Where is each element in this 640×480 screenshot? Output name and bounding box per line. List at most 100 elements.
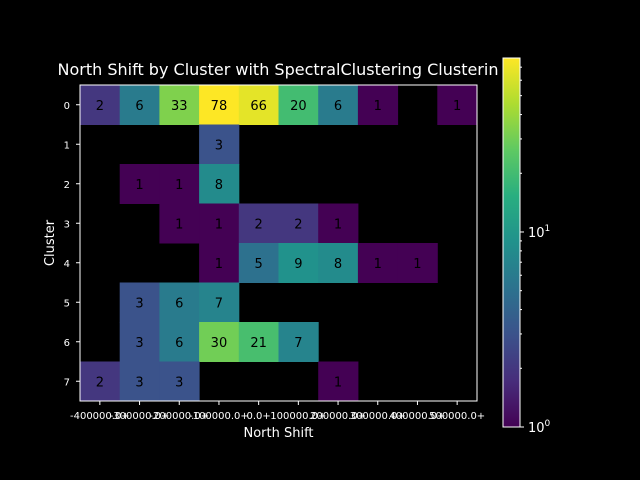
colorbar-tick-label: 101	[528, 224, 550, 241]
plot-frame	[79, 84, 478, 402]
cell-value-labels: 2 6 33 78 66 20 6 1 131 1 81 1 2 2 11 5 9 8 1 13 6 73 6 30 21 72 3…	[96, 99, 462, 391]
heatmap-cell	[318, 203, 359, 244]
cell-value-label: 78	[211, 99, 228, 114]
cell-value-label: 3	[175, 375, 183, 390]
y-tick-label: 1	[64, 140, 70, 151]
cell-value-label: 1	[374, 99, 382, 114]
y-tick-label: 5	[64, 298, 70, 309]
heatmap-cell	[318, 243, 359, 283]
y-tick-label: 0	[64, 101, 70, 112]
y-tick-label: 2	[64, 180, 70, 191]
heatmap-cell	[80, 361, 121, 402]
heatmap-cell	[119, 85, 160, 125]
cell-value-label: 1	[413, 257, 421, 272]
x-tick-label: 200000.0+	[310, 411, 366, 422]
x-tick-label: -100000.0+	[189, 411, 249, 422]
cell-value-label: 3	[135, 375, 143, 390]
cell-value-label: 1	[175, 217, 183, 232]
heatmap-cell	[119, 282, 160, 323]
heatmap-cell	[199, 243, 240, 283]
y-tick-label: 4	[64, 259, 70, 270]
cell-value-label: 1	[215, 217, 223, 232]
x-tick-label: 0.0+	[247, 411, 271, 422]
cell-value-label: 2	[255, 217, 263, 232]
x-axis-ticks: -400000.0+-300000.0+-200000.0+-100000.0+…	[70, 401, 485, 422]
heatmap-cell	[318, 361, 359, 402]
heatmap-cell	[159, 85, 200, 125]
heatmap-cell	[159, 322, 200, 362]
cell-value-label: 3	[215, 138, 223, 153]
heatmap-cell	[80, 85, 121, 125]
heatmap-cell	[159, 203, 200, 244]
heatmap-cell	[397, 243, 438, 283]
cell-value-label: 1	[175, 178, 183, 193]
colorbar-ticks: 100 101	[520, 66, 551, 436]
cell-value-label: 30	[211, 336, 228, 351]
cell-value-label: 20	[290, 99, 307, 114]
x-tick-label: -400000.0+	[70, 411, 130, 422]
x-tick-label: -200000.0+	[149, 411, 209, 422]
cell-value-label: 3	[135, 296, 143, 311]
cell-value-label: 33	[171, 99, 188, 114]
cell-value-label: 21	[250, 336, 267, 351]
heatmap-cell	[238, 322, 279, 362]
heatmap-cell	[159, 282, 200, 323]
heatmap-cell	[278, 85, 319, 125]
y-axis-label: Cluster	[43, 219, 58, 266]
colorbar-tick-label: 100	[528, 419, 551, 436]
heatmap-cells	[80, 85, 478, 402]
y-tick-label: 7	[64, 377, 70, 388]
cell-value-label: 6	[175, 296, 183, 311]
cell-value-label: 6	[135, 99, 143, 114]
cell-value-label: 2	[294, 217, 302, 232]
colorbar	[502, 57, 521, 428]
y-axis-ticks: 0 1 2 3 4 5 6 7	[64, 101, 80, 388]
heatmap-cell	[159, 164, 200, 204]
cell-value-label: 1	[453, 99, 461, 114]
cell-value-label: 2	[96, 99, 104, 114]
x-tick-label: 300000.0+	[350, 411, 406, 422]
heatmap-cell	[437, 85, 478, 125]
cell-value-label: 8	[215, 178, 223, 193]
cell-value-label: 8	[334, 257, 342, 272]
heatmap-cell	[159, 361, 200, 402]
cell-value-label: 1	[374, 257, 382, 272]
heatmap-cell	[199, 203, 240, 244]
cell-value-label: 9	[294, 257, 302, 272]
heatmap-cell	[199, 85, 240, 125]
cell-value-label: 6	[334, 99, 342, 114]
cell-value-label: 7	[294, 336, 302, 351]
cell-value-label: 7	[215, 296, 223, 311]
cell-value-label: 3	[135, 336, 143, 351]
heatmap-cell	[357, 243, 399, 283]
heatmap-cell	[199, 322, 240, 362]
x-tick-label: -300000.0+	[110, 411, 170, 422]
heatmap-cell	[357, 85, 399, 125]
chart-title: North Shift by Cluster with SpectralClus…	[58, 60, 499, 79]
cell-value-label: 1	[215, 257, 223, 272]
heatmap-cell	[199, 282, 240, 323]
heatmap-cell	[238, 243, 279, 283]
cell-value-label: 2	[96, 375, 104, 390]
heatmap-cell	[278, 203, 319, 244]
x-tick-label: 100000.0+	[270, 411, 326, 422]
cell-value-label: 1	[334, 375, 342, 390]
x-axis-label: North Shift	[243, 426, 313, 441]
heatmap-cell	[199, 124, 240, 165]
heatmap-cell	[119, 361, 160, 402]
cell-value-label: 5	[255, 257, 263, 272]
y-tick-label: 3	[64, 219, 70, 230]
heatmap-cell	[318, 85, 359, 125]
heatmap-cell	[238, 85, 279, 125]
x-tick-label: 500000.0+	[429, 411, 485, 422]
heatmap-cell	[119, 322, 160, 362]
y-tick-label: 6	[64, 338, 70, 349]
heatmap-cell	[199, 164, 240, 204]
heatmap-cell	[278, 243, 319, 283]
cell-value-label: 1	[334, 217, 342, 232]
heatmap-cell	[238, 203, 279, 244]
heatmap-cell	[278, 322, 319, 362]
cell-value-label: 6	[175, 336, 183, 351]
cell-value-label: 66	[250, 99, 267, 114]
